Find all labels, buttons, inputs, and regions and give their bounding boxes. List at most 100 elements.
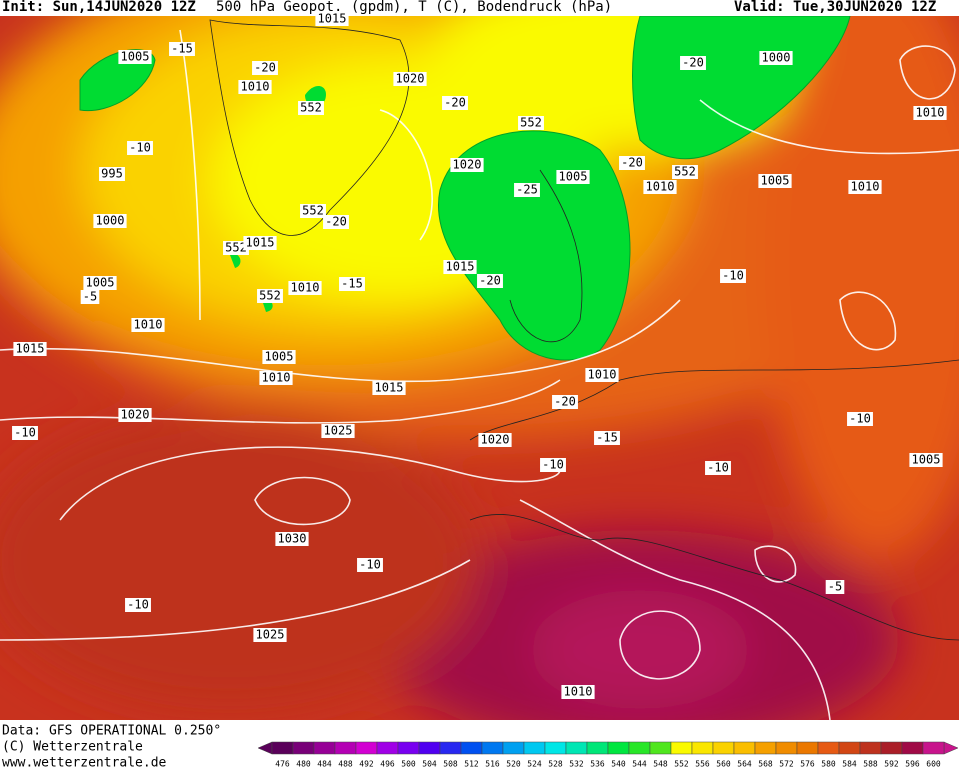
label-box — [288, 281, 322, 295]
colorbar-swatch — [649, 741, 672, 755]
label-box — [169, 42, 195, 56]
colorbar-swatch — [670, 741, 693, 755]
colorbar-label: 480 — [296, 760, 311, 769]
colorbar-swatch — [586, 741, 609, 755]
contour-label: 1010 — [134, 318, 163, 332]
label-box — [393, 72, 427, 86]
contour-label: 1020 — [481, 433, 510, 447]
contour-label: -10 — [849, 412, 871, 426]
label-box — [909, 453, 943, 467]
label-box — [13, 342, 47, 356]
colorbar-swatch — [607, 741, 630, 755]
valid-time: Valid: Tue,30JUN2020 12Z — [734, 0, 936, 15]
colorbar-label: 580 — [821, 760, 836, 769]
colorbar-swatch — [376, 741, 399, 755]
label-box — [561, 685, 595, 699]
label-box — [321, 424, 355, 438]
label-box — [315, 12, 349, 26]
label-box — [118, 50, 152, 64]
label-box — [552, 395, 578, 409]
colorbar-label: 588 — [863, 760, 878, 769]
colorbar-label: 596 — [905, 760, 920, 769]
colorbar-swatch — [838, 741, 861, 755]
contour-label: -10 — [14, 426, 36, 440]
label-box — [372, 381, 406, 395]
map-field — [0, 16, 959, 720]
label-box — [759, 51, 793, 65]
colorbar-label: 556 — [695, 760, 710, 769]
colorbar-swatch — [859, 741, 882, 755]
copyright: (C) Wetterzentrale — [2, 740, 143, 755]
label-box — [847, 412, 873, 426]
colorbar-swatch — [418, 741, 441, 755]
colorbar-label: 564 — [737, 760, 752, 769]
contour-label: 1010 — [851, 180, 880, 194]
label-box — [252, 61, 278, 75]
contour-label: 995 — [101, 167, 123, 181]
contour-label: 1010 — [646, 180, 675, 194]
contour-label: 1020 — [453, 158, 482, 172]
label-box — [758, 174, 792, 188]
label-box — [443, 260, 477, 274]
label-box — [223, 241, 249, 255]
contour-label: -10 — [707, 461, 729, 475]
label-box — [478, 433, 512, 447]
colorbar-label: 568 — [758, 760, 773, 769]
contour-label: 552 — [300, 101, 322, 115]
contour-label: 1015 — [375, 381, 404, 395]
contour-label: -10 — [127, 598, 149, 612]
label-box — [585, 368, 619, 382]
colorbar-label: 500 — [401, 760, 416, 769]
contour-label: 1015 — [246, 236, 275, 250]
colorbar-swatch — [481, 741, 504, 755]
data-source: Data: GFS OPERATIONAL 0.250° — [2, 724, 221, 739]
colorbar-swatch — [796, 741, 819, 755]
label-box — [705, 461, 731, 475]
label-box — [323, 215, 349, 229]
colorbar-label: 516 — [485, 760, 500, 769]
contour-label: 552 — [520, 116, 542, 130]
colorbar-label: 528 — [548, 760, 563, 769]
contour-label: -20 — [554, 395, 576, 409]
contour-label: 552 — [302, 204, 324, 218]
colorbar-label: 524 — [527, 760, 542, 769]
website: www.wetterzentrale.de — [2, 756, 167, 771]
contour-label: 1005 — [912, 453, 941, 467]
contour-label: 1010 — [291, 281, 320, 295]
label-box — [339, 277, 365, 291]
contour-label: 1015 — [446, 260, 475, 274]
contour-label: 1005 — [121, 50, 150, 64]
colorbar-swatch — [271, 741, 294, 755]
contour-label: 1020 — [396, 72, 425, 86]
label-box — [238, 80, 272, 94]
colorbar-label: 508 — [443, 760, 458, 769]
label-box — [243, 236, 277, 250]
map-title: 500 hPa Geopot. (gpdm), T (C), Bodendruc… — [216, 0, 612, 15]
colorbar-label: 484 — [317, 760, 332, 769]
label-box — [477, 274, 503, 288]
colorbar-label: 476 — [275, 760, 290, 769]
contour-label: 1005 — [86, 276, 115, 290]
colorbar-label: 540 — [611, 760, 626, 769]
label-box — [253, 628, 287, 642]
colorbar-label: 552 — [674, 760, 689, 769]
contour-label: -10 — [542, 458, 564, 472]
colorbar-label: 496 — [380, 760, 395, 769]
contour-label: 1025 — [256, 628, 285, 642]
label-box — [680, 56, 706, 70]
contour-label: 1020 — [121, 408, 150, 422]
colorbar-swatch — [397, 741, 420, 755]
label-box — [540, 458, 566, 472]
contour-label: 1010 — [588, 368, 617, 382]
contour-label: -10 — [359, 558, 381, 572]
colorbar: 476 480 484 488 492 496 500 504 508 512 516 520 524 5… — [257, 741, 959, 769]
label-box — [514, 183, 540, 197]
colorbar-swatch — [460, 741, 483, 755]
colorbar-label: 544 — [632, 760, 647, 769]
label-box — [257, 289, 283, 303]
label-box — [298, 101, 324, 115]
label-box — [93, 214, 127, 228]
contour-label: 1010 — [916, 106, 945, 120]
contour-label: -20 — [254, 61, 276, 75]
